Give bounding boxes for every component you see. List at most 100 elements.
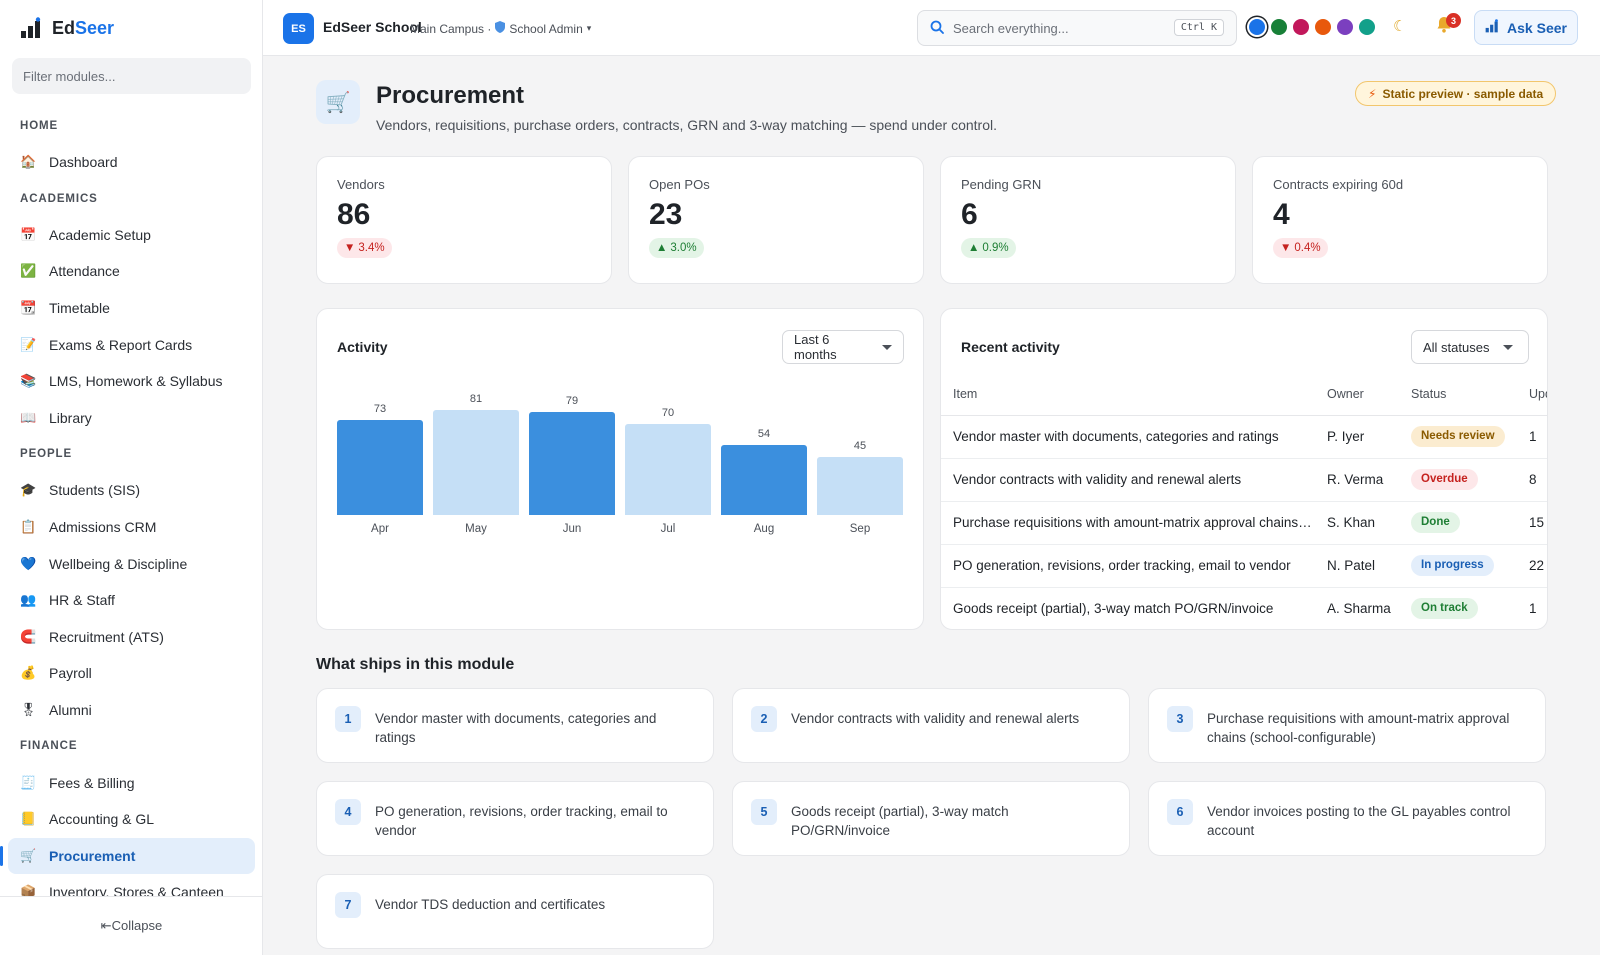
sidebar-item-payroll[interactable]: 💰 Payroll <box>8 655 255 692</box>
cell-status: Done <box>1399 501 1517 545</box>
sidebar-item-label: Admissions CRM <box>49 519 157 536</box>
sidebar-item-wellbeing-discipline[interactable]: 💙 Wellbeing & Discipline <box>8 545 255 582</box>
sidebar-item-exams-report-cards[interactable]: 📝 Exams & Report Cards <box>8 326 255 363</box>
chart-value-label: 45 <box>853 439 867 452</box>
chart-category-label: Sep <box>849 523 871 535</box>
sidebar-item-library[interactable]: 📖 Library <box>8 400 255 437</box>
brand[interactable]: EdSeer <box>20 16 114 40</box>
sidebar: EdSeer Filter modules... HOME 🏠 Dashboard A… <box>0 0 263 955</box>
triangle-down-icon: ▼ <box>1280 242 1292 254</box>
theme-swatch[interactable] <box>1293 19 1309 35</box>
feature-card: 7 Vendor TDS deduction and certificates <box>316 874 714 949</box>
cell-owner: S. Khan <box>1315 501 1399 545</box>
cell-status: In progress <box>1399 544 1517 588</box>
sidebar-item-label: Procurement <box>49 847 136 864</box>
sidebar-item-timetable[interactable]: 📆 Timetable <box>8 290 255 327</box>
cell-updated: 15 <box>1517 501 1547 545</box>
sidebar-item-dashboard[interactable]: 🏠 Dashboard <box>8 144 255 181</box>
table-row[interactable]: Vendor master with documents, categories… <box>941 415 1547 459</box>
role-label: School Admin <box>509 21 583 36</box>
magnet-icon: 🧲 <box>20 628 37 644</box>
sidebar-item-recruitment-ats[interactable]: 🧲 Recruitment (ATS) <box>8 619 255 656</box>
cell-updated: 8 <box>1517 458 1547 502</box>
cell-item: Vendor master with documents, categories… <box>941 415 1315 459</box>
sidebar-item-label: Payroll <box>49 665 92 682</box>
ask-seer-label: Ask Seer <box>1507 19 1567 36</box>
sidebar-item-fees-billing[interactable]: 🧾 Fees & Billing <box>8 764 255 801</box>
checkbox-icon: ✅ <box>20 263 37 279</box>
sidebar-item-label: Attendance <box>49 263 120 280</box>
calendar-grid-icon: 📆 <box>20 300 37 316</box>
sidebar-item-alumni[interactable]: 🎖 Alumni <box>8 692 255 729</box>
cell-item: Purchase requisitions with amount-matrix… <box>941 501 1315 545</box>
brand-name: EdSeer <box>52 17 115 38</box>
range-select[interactable]: Last 6 months <box>782 330 904 364</box>
triangle-up-icon: ▲ <box>968 242 980 254</box>
cart-icon: 🛒 <box>316 80 360 124</box>
moon-icon[interactable]: ☾ <box>1393 18 1407 35</box>
sidebar-item-academic-setup[interactable]: 📅 Academic Setup <box>8 217 255 254</box>
kpi-card-open-pos: Open POs 23 ▲ 3.0% <box>628 156 924 284</box>
chart-category-label: May <box>465 523 487 535</box>
table-row[interactable]: PO generation, revisions, order tracking… <box>941 544 1547 588</box>
school-avatar[interactable]: ES <box>283 13 314 44</box>
cell-status: Overdue <box>1399 458 1517 502</box>
theme-swatch[interactable] <box>1249 19 1265 35</box>
sidebar-item-inventory-stores-canteen[interactable]: 📦 Inventory, Stores & Canteen <box>8 874 255 896</box>
status-badge: In progress <box>1411 555 1494 576</box>
theme-swatch[interactable] <box>1337 19 1353 35</box>
feature-text: Vendor TDS deduction and certificates <box>375 897 606 912</box>
chart-value-label: 70 <box>661 407 675 419</box>
receipt-icon: 🧾 <box>20 774 37 790</box>
sidebar-item-label: Recruitment (ATS) <box>49 628 164 645</box>
feature-text: Vendor invoices posting to the GL payabl… <box>1207 804 1511 838</box>
sidebar-item-accounting-gl[interactable]: 📒 Accounting & GL <box>8 801 255 838</box>
cell-owner: N. Patel <box>1315 544 1399 588</box>
search-icon <box>930 20 944 37</box>
kpi-value: 4 <box>1273 198 1290 231</box>
cell-item: Vendor contracts with validity and renew… <box>941 458 1315 502</box>
feature-number: 3 <box>1167 706 1193 732</box>
recent-activity-card: Recent activity All statuses Item Owner St… <box>940 308 1548 630</box>
chart-value-label: 54 <box>757 427 771 440</box>
feature-number: 2 <box>751 706 777 732</box>
cell-updated: 22 <box>1517 544 1547 588</box>
filter-modules-input[interactable]: Filter modules... <box>12 58 251 94</box>
kpi-card-vendors: Vendors 86 ▼ 3.4% <box>316 156 612 284</box>
collapse-button[interactable]: ⇤Collapse <box>0 896 263 955</box>
feature-number: 4 <box>335 799 361 825</box>
kpi-delta-badge: ▲ 3.0% <box>649 238 704 258</box>
theme-color-picker <box>1249 19 1375 35</box>
theme-swatch[interactable] <box>1359 19 1375 35</box>
sidebar-item-label: LMS, Homework & Syllabus <box>49 373 223 390</box>
sidebar-item-lms-homework-syllabus[interactable]: 📚 LMS, Homework & Syllabus <box>8 363 255 400</box>
sidebar-item-students-sis[interactable]: 🎓 Students (SIS) <box>8 472 255 509</box>
chart-category-label: Jun <box>562 523 582 535</box>
table-row[interactable]: Goods receipt (partial), 3-way match PO/… <box>941 587 1547 629</box>
theme-swatch[interactable] <box>1271 19 1287 35</box>
column-header-upd: Upd <box>1517 373 1547 416</box>
sidebar-item-label: Exams & Report Cards <box>49 336 193 353</box>
sidebar-item-procurement[interactable]: 🛒 Procurement <box>0 837 255 875</box>
sidebar-item-admissions-crm[interactable]: 📋 Admissions CRM <box>8 509 255 546</box>
school-meta[interactable]: Main Campus · School Admin ▾ <box>410 21 591 36</box>
sidebar-item-hr-staff[interactable]: 👥 HR & Staff <box>8 582 255 619</box>
chart-bar-apr <box>337 420 423 515</box>
house-icon: 🏠 <box>20 154 37 170</box>
recent-activity-table: ItemOwnerStatusUpd Vendor master with do… <box>941 373 1547 629</box>
sidebar-item-label: HR & Staff <box>49 592 115 609</box>
table-row[interactable]: Vendor contracts with validity and renew… <box>941 458 1547 502</box>
search-placeholder: Search everything... <box>953 20 1069 36</box>
theme-swatch[interactable] <box>1315 19 1331 35</box>
topbar: ES EdSeer School Main Campus · School Ad… <box>263 0 1600 56</box>
chart-category-label: Aug <box>753 523 775 535</box>
ask-seer-button[interactable]: Ask Seer <box>1474 10 1578 45</box>
sidebar-item-attendance[interactable]: ✅ Attendance <box>8 253 255 290</box>
table-row[interactable]: Purchase requisitions with amount-matrix… <box>941 501 1547 545</box>
graduation-cap-icon: 🎓 <box>20 482 37 498</box>
sidebar-item-label: Wellbeing & Discipline <box>49 555 188 572</box>
campus-label: Main Campus · <box>410 21 492 36</box>
chart-category-label: Jul <box>660 523 676 535</box>
status-filter-select[interactable]: All statuses <box>1411 330 1529 364</box>
global-search[interactable]: Search everything... Ctrl K <box>917 10 1237 46</box>
